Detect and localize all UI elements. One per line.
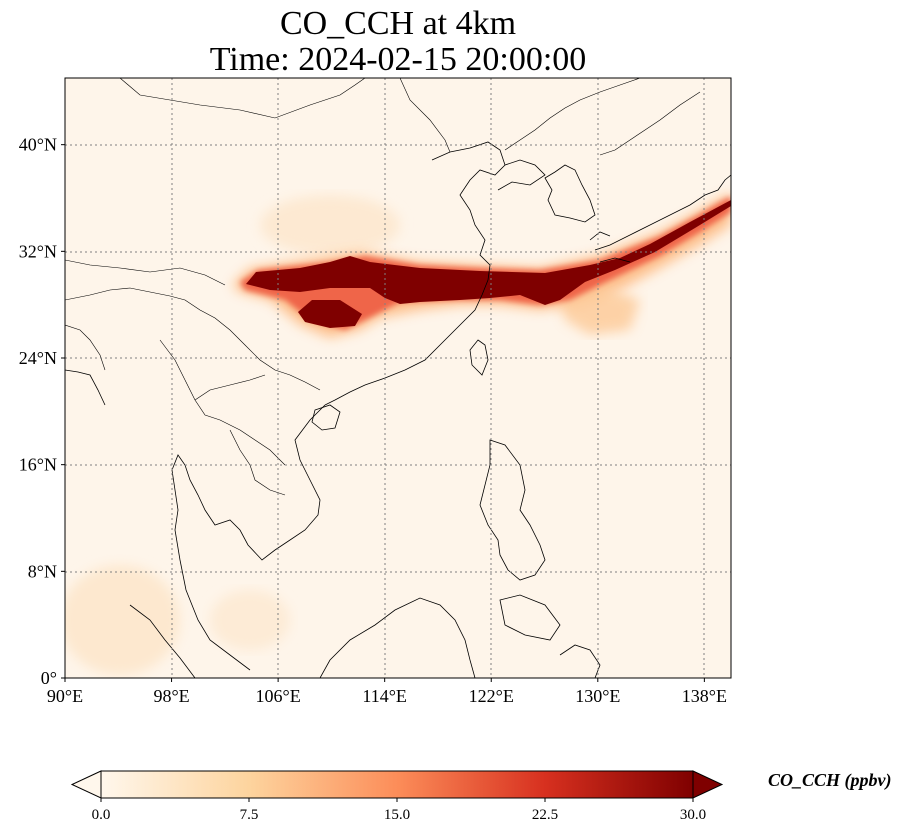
lon-tick-label: 106°E — [256, 686, 301, 706]
coastlines — [65, 78, 731, 678]
lat-tick-label: 32°N — [19, 241, 57, 261]
colorbar-tick-label: 15.0 — [384, 807, 410, 823]
haze-area — [260, 195, 400, 255]
colorbar-extend-high — [692, 770, 724, 799]
colorbar-gradient — [101, 771, 693, 798]
colorbar-tick-label: 22.5 — [532, 807, 558, 823]
lat-tick-labels: 0° 8°N 16°N 24°N 32°N 40°N — [19, 135, 65, 688]
lon-tick-label: 130°E — [575, 686, 620, 706]
map-frame — [64, 77, 732, 679]
map-background — [65, 78, 731, 678]
colorbar-tick-label: 7.5 — [240, 807, 259, 823]
colorbar-tick-label: 30.0 — [680, 807, 706, 823]
lat-tick-label: 16°N — [19, 455, 57, 475]
lon-tick-label: 114°E — [362, 686, 407, 706]
colorbar-tick-label: 0.0 — [92, 807, 111, 823]
haze-area — [210, 590, 290, 650]
colorbar-ticks: 0.0 7.5 15.0 22.5 30.0 — [92, 798, 706, 823]
colorbar-title: CO_CCH (ppbv) — [768, 770, 892, 790]
colorbar: 0.0 7.5 15.0 22.5 30.0 — [70, 770, 724, 823]
lat-tick-label: 24°N — [19, 348, 57, 368]
lat-tick-label: 40°N — [19, 135, 57, 155]
lon-tick-label: 98°E — [153, 686, 189, 706]
map-title: CO_CCH at 4km — [279, 5, 517, 42]
colorbar-extend-low — [70, 770, 102, 799]
lat-tick-label: 8°N — [28, 561, 57, 581]
haze-area — [65, 565, 180, 675]
lon-tick-label: 138°E — [682, 686, 727, 706]
lat-tick-label: 0° — [41, 668, 57, 688]
map-layers — [65, 78, 731, 678]
lon-tick-label: 90°E — [47, 686, 83, 706]
co-plume — [232, 192, 731, 338]
lon-tick-labels: 90°E 98°E 106°E 114°E 122°E 130°E 138°E — [47, 678, 727, 706]
map-timestamp: Time: 2024-02-15 20:00:00 — [209, 41, 587, 78]
lon-tick-label: 122°E — [469, 686, 514, 706]
gridlines — [65, 78, 731, 678]
